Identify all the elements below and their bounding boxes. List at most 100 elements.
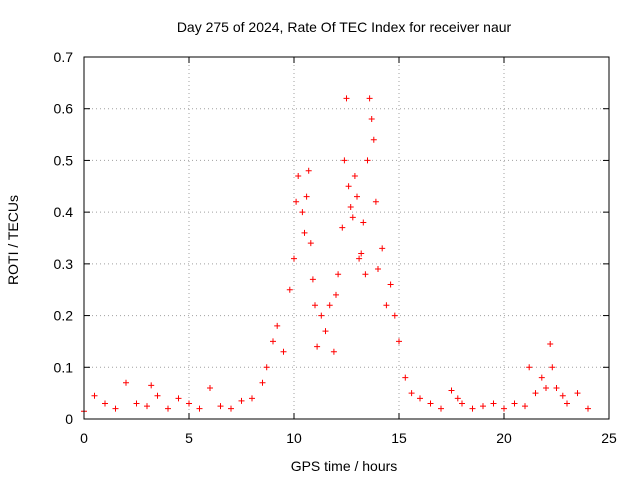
data-point bbox=[341, 157, 348, 164]
data-point bbox=[186, 400, 192, 407]
data-point bbox=[574, 390, 581, 397]
y-tick-label: 0.2 bbox=[54, 308, 74, 324]
data-point bbox=[291, 255, 297, 262]
data-point bbox=[438, 405, 444, 412]
data-point bbox=[249, 395, 255, 402]
data-point bbox=[299, 209, 306, 216]
data-point bbox=[480, 403, 486, 410]
x-axis-ticks: 0 5 10 15 20 25 bbox=[80, 57, 617, 446]
data-point bbox=[259, 379, 266, 386]
data-point bbox=[364, 157, 371, 164]
data-point bbox=[358, 250, 365, 257]
plot-frame bbox=[83, 56, 610, 420]
data-point bbox=[396, 338, 402, 345]
data-point bbox=[349, 214, 356, 221]
data-point bbox=[144, 403, 150, 410]
y-tick-label: 0.3 bbox=[54, 256, 74, 272]
data-point bbox=[459, 400, 465, 407]
data-point bbox=[547, 341, 554, 348]
data-point bbox=[549, 364, 556, 371]
y-axis-label: ROTI / TECUs bbox=[5, 195, 21, 285]
data-point bbox=[303, 193, 310, 200]
data-point bbox=[339, 224, 346, 231]
data-point bbox=[148, 382, 155, 389]
data-point bbox=[370, 136, 377, 143]
y-tick-label: 0.6 bbox=[54, 101, 74, 117]
data-point bbox=[318, 312, 325, 319]
data-point bbox=[286, 286, 293, 293]
y-axis-ticks: 0 0.1 0.2 0.3 0.4 0.5 0.6 0.7 bbox=[54, 49, 609, 427]
data-point bbox=[270, 338, 276, 345]
data-point bbox=[112, 405, 119, 412]
data-point bbox=[511, 400, 518, 407]
data-point bbox=[368, 116, 375, 123]
data-point bbox=[314, 343, 321, 350]
x-tick-label: 25 bbox=[601, 430, 617, 446]
data-point bbox=[448, 387, 455, 394]
data-point bbox=[553, 384, 560, 391]
data-point bbox=[351, 172, 358, 179]
data-point bbox=[454, 395, 461, 402]
data-point bbox=[309, 276, 316, 283]
data-point bbox=[175, 395, 182, 402]
data-point bbox=[305, 167, 312, 174]
x-tick-label: 10 bbox=[286, 430, 302, 446]
grid-lines bbox=[84, 57, 609, 419]
data-point bbox=[295, 172, 302, 179]
data-point bbox=[165, 405, 171, 412]
x-tick-label: 15 bbox=[391, 430, 407, 446]
data-point bbox=[417, 395, 423, 402]
data-point bbox=[330, 348, 337, 355]
x-tick-label: 5 bbox=[185, 430, 193, 446]
data-point bbox=[326, 302, 333, 309]
data-point bbox=[543, 384, 549, 391]
data-point bbox=[274, 322, 281, 329]
data-point bbox=[469, 405, 476, 412]
data-point bbox=[347, 203, 354, 210]
data-point bbox=[585, 405, 591, 412]
data-point bbox=[301, 229, 308, 236]
data-point bbox=[343, 95, 350, 102]
data-point bbox=[559, 392, 566, 399]
y-tick-label: 0.5 bbox=[54, 152, 74, 168]
data-point bbox=[207, 384, 213, 391]
data-point bbox=[362, 271, 369, 278]
data-point bbox=[102, 400, 108, 407]
data-point bbox=[335, 271, 342, 278]
data-point bbox=[372, 198, 379, 205]
data-point bbox=[360, 219, 367, 226]
y-tick-label: 0 bbox=[65, 411, 73, 427]
data-point bbox=[564, 400, 570, 407]
data-point bbox=[307, 240, 314, 247]
y-tick-label: 0.1 bbox=[54, 359, 74, 375]
data-point bbox=[408, 390, 415, 397]
y-tick-label: 0.4 bbox=[54, 204, 74, 220]
data-points bbox=[81, 95, 591, 415]
data-point bbox=[526, 364, 533, 371]
data-point bbox=[154, 392, 161, 399]
data-point bbox=[366, 95, 373, 102]
data-point bbox=[312, 302, 318, 309]
data-point bbox=[133, 400, 140, 407]
data-point bbox=[383, 302, 390, 309]
data-point bbox=[354, 193, 360, 200]
data-point bbox=[427, 400, 434, 407]
data-point bbox=[196, 405, 203, 412]
data-point bbox=[356, 255, 363, 262]
data-point bbox=[263, 364, 270, 371]
data-point bbox=[490, 400, 497, 407]
data-point bbox=[293, 198, 300, 205]
data-point bbox=[402, 374, 409, 381]
data-point bbox=[217, 403, 224, 410]
data-point bbox=[238, 397, 245, 404]
data-point bbox=[375, 266, 381, 273]
data-point bbox=[91, 392, 98, 399]
data-point bbox=[538, 374, 545, 381]
data-point bbox=[522, 403, 528, 410]
data-point bbox=[345, 183, 352, 190]
data-point bbox=[532, 390, 539, 397]
x-tick-label: 0 bbox=[80, 430, 88, 446]
y-tick-label: 0.7 bbox=[54, 49, 74, 65]
data-point bbox=[333, 291, 339, 298]
